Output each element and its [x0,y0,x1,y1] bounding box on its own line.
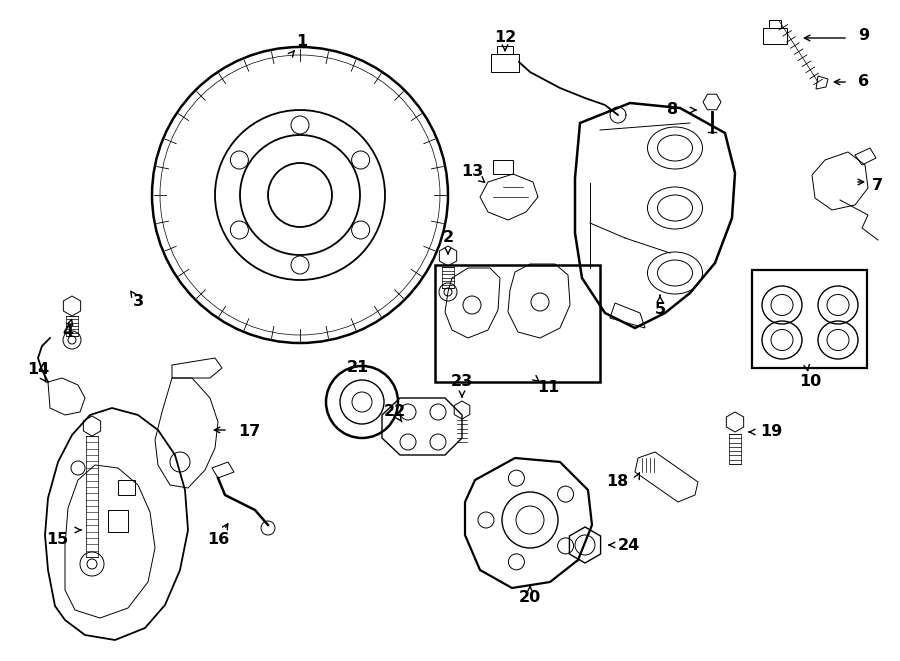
Text: 4: 4 [62,325,74,340]
Text: 8: 8 [667,102,678,118]
Text: 9: 9 [858,28,869,42]
Text: 14: 14 [27,362,50,377]
Text: 6: 6 [858,75,869,89]
Text: 13: 13 [461,165,483,180]
Bar [752,270,867,368]
Text: 2: 2 [443,231,454,245]
Text: 19: 19 [760,424,782,440]
Text: 11: 11 [537,381,559,395]
Text: 16: 16 [207,533,230,547]
Text: 12: 12 [494,30,516,46]
Bar [493,160,513,174]
Text: 1: 1 [296,34,308,50]
Text: 18: 18 [606,475,628,490]
Text: 23: 23 [451,375,473,389]
Text: 20: 20 [519,590,541,605]
Text: 10: 10 [799,375,821,389]
Text: 21: 21 [346,360,369,375]
Text: 3: 3 [132,295,144,309]
Bar [769,20,781,28]
Text: 5: 5 [654,303,666,317]
Bar [491,54,519,72]
Bar [435,265,600,382]
Text: 15: 15 [46,533,68,547]
Bar [497,46,513,54]
Text: 17: 17 [238,424,260,440]
Text: 22: 22 [384,405,406,420]
Bar [763,28,787,44]
Text: 24: 24 [618,537,640,553]
Text: 7: 7 [872,178,883,192]
